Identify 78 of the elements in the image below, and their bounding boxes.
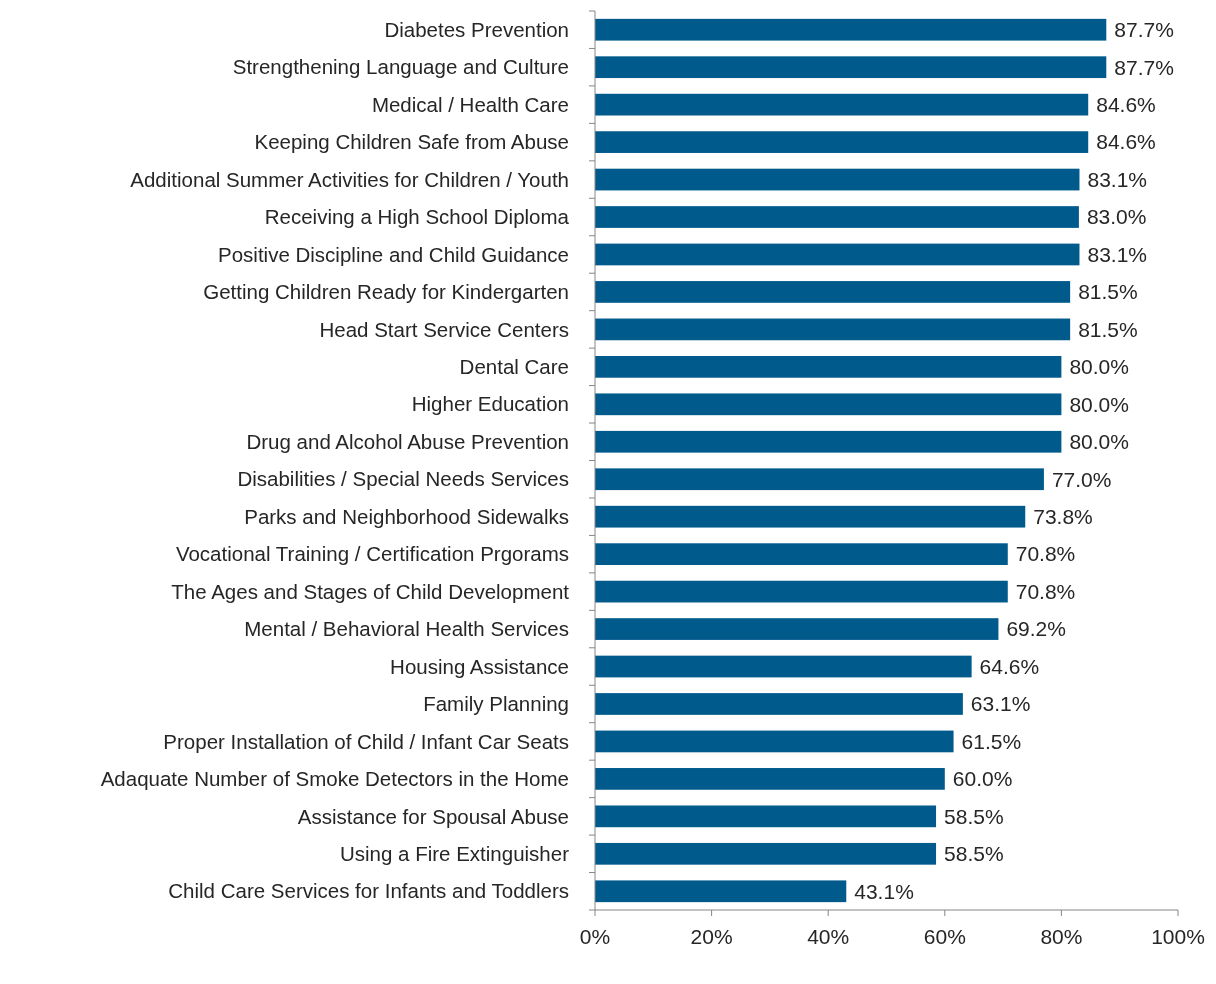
y-tick-label: Positive Discipline and Child Guidance <box>218 242 569 266</box>
data-label: 84.6% <box>1096 93 1156 116</box>
y-tick-label: Parks and Neighborhood Sidewalks <box>244 504 569 528</box>
x-tick-label: 40% <box>807 925 850 948</box>
y-tick-label: Receiving a High School Diploma <box>264 205 570 229</box>
data-label: 81.5% <box>1078 317 1138 341</box>
data-label: 80.0% <box>1069 355 1129 379</box>
bar <box>595 318 1071 341</box>
data-label: 87.7% <box>1114 55 1174 79</box>
bar <box>595 768 945 790</box>
x-tick-label: 100% <box>1151 925 1205 948</box>
y-tick-label: Higher Education <box>411 392 569 416</box>
x-tick-label: 80% <box>1040 925 1083 948</box>
bar <box>595 131 1089 153</box>
data-label: 69.2% <box>1006 617 1066 641</box>
data-label: 63.1% <box>970 692 1031 716</box>
data-label: 80.0% <box>1069 430 1129 454</box>
bar <box>595 56 1107 79</box>
bar <box>595 580 1008 603</box>
bar <box>595 655 972 678</box>
y-tick-label: Proper Installation of Child / Infant Car Seats <box>163 729 569 753</box>
data-label: 87.7% <box>1114 18 1174 42</box>
y-tick-label: Mental / Behavioral Health Services <box>244 617 569 641</box>
y-tick-label: Head Start Service Centers <box>319 317 569 341</box>
data-label: 70.8% <box>1015 579 1076 603</box>
x-tick-label: 0% <box>579 925 611 948</box>
data-label: 83.1% <box>1087 242 1148 266</box>
bar <box>595 543 1008 566</box>
data-label: 80.0% <box>1069 392 1129 416</box>
data-label: 58.5% <box>944 842 1004 866</box>
bar <box>595 18 1107 41</box>
bar <box>595 93 1089 116</box>
bar <box>595 393 1062 416</box>
y-tick-label: Medical / Health Care <box>371 92 569 116</box>
data-label: 73.8% <box>1033 505 1093 529</box>
bar <box>595 168 1080 191</box>
x-tick-label: 60% <box>923 925 966 948</box>
y-tick-label: Disabilities / Special Needs Services <box>237 467 569 491</box>
bar <box>595 355 1062 378</box>
data-label: 61.5% <box>961 729 1022 753</box>
y-tick-label: Diabetes Prevention <box>384 17 569 41</box>
y-tick-label: Keeping Children Safe from Abuse <box>254 130 569 154</box>
data-label: 81.5% <box>1078 280 1138 304</box>
data-label: 60.0% <box>952 767 1013 791</box>
bar <box>595 281 1071 303</box>
bar <box>595 618 999 640</box>
bar <box>595 880 847 903</box>
data-label: 77.0% <box>1051 467 1112 491</box>
data-label: 58.5% <box>944 804 1004 828</box>
bar <box>595 693 963 715</box>
data-label: 70.8% <box>1015 542 1076 566</box>
bar <box>595 430 1062 453</box>
bar <box>595 805 937 828</box>
y-tick-label: Housing Assistance <box>390 654 569 678</box>
y-tick-label: Strengthening Language and Culture <box>232 55 569 79</box>
y-tick-label: Using a Fire Extinguisher <box>339 841 570 865</box>
y-tick-label: Getting Children Ready for Kindergarten <box>203 280 569 304</box>
bar <box>595 842 937 865</box>
y-tick-label: Family Planning <box>423 692 569 716</box>
x-tick-label: 20% <box>690 925 733 948</box>
data-label: 84.6% <box>1096 130 1156 154</box>
y-tick-label: Assistance for Spousal Abuse <box>297 804 569 828</box>
y-tick-label: The Ages and Stages of Child Development <box>171 579 570 603</box>
y-tick-label: Child Care Services for Infants and Toddlers <box>168 879 569 903</box>
y-tick-label: Drug and Alcohol Abuse Prevention <box>246 429 569 453</box>
data-label: 64.6% <box>979 654 1040 678</box>
y-tick-label: Vocational Training / Certification Prgorams <box>175 542 569 566</box>
bar <box>595 730 954 753</box>
data-label: 83.1% <box>1087 167 1148 191</box>
y-tick-label: Dental Care <box>459 355 569 379</box>
y-tick-label: Adaquate Number of Smoke Detectors in the Home <box>100 767 569 791</box>
bar <box>595 505 1026 528</box>
data-label: 43.1% <box>854 879 914 903</box>
bar <box>595 243 1080 266</box>
y-tick-label: Additional Summer Activities for Children / Youth <box>130 167 569 191</box>
bar <box>595 468 1044 491</box>
bar <box>595 206 1079 228</box>
data-label: 83.0% <box>1086 205 1147 229</box>
